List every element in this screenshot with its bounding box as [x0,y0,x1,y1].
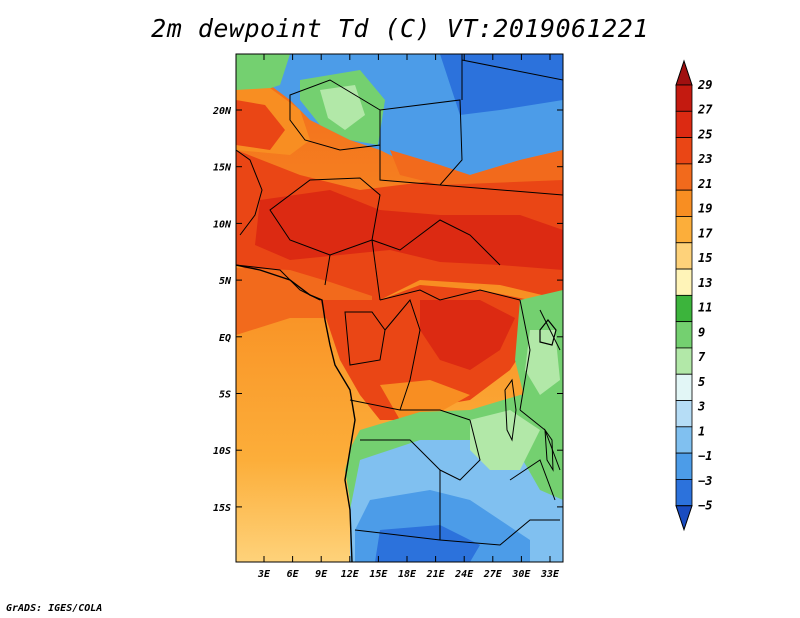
colorbar-label: 15 [698,251,712,265]
lat-label: 5N [219,276,232,287]
colorbar-swatch [675,321,693,349]
east-light-green [470,410,540,470]
congo-core [420,300,515,370]
west-coastline [236,264,356,562]
southern-darkest-blue [375,525,480,562]
west-africa-border [236,149,263,236]
lake-victoria [539,319,557,346]
colorbar-label: 19 [698,202,712,216]
lon-label: 18E [398,569,417,580]
lat-label: 20N [212,106,232,117]
sahel-east-band [390,150,563,185]
colorbar-swatch [675,163,693,191]
colorbar-label: 13 [698,276,712,290]
colorbar-label: 17 [698,226,713,240]
colorbar-label: 5 [698,375,705,389]
colorbar-label: 11 [698,301,712,315]
west-sahel-red [236,100,285,150]
colorbar-label: 3 [697,400,705,414]
latitude-axis: 20N 15N 10N 5N EQ 5S 10S 15S [212,106,563,514]
colorbar-label: 7 [698,350,706,364]
lat-label: 15N [213,163,232,174]
colorbar-swatch [675,189,693,217]
lon-label: 27E [483,569,503,580]
colorbar-label: 27 [697,103,713,117]
colorbar-top-arrow [675,59,693,86]
lat-label: 5S [219,390,231,401]
colorbar-swatch [675,452,693,480]
colorbar-swatch [675,294,693,323]
map-frame [235,53,564,563]
map-title: 2m dewpoint Td (C) VT:2019061221 [151,14,649,43]
northwest-green [236,54,290,95]
lat-label: 10S [213,446,231,457]
colorbar-swatch [675,426,693,454]
colorbar-swatch [675,347,693,375]
colorbar-swatch [675,373,693,401]
colorbar-label: 23 [697,152,712,166]
colorbar-swatch [675,137,693,165]
lake-malawi [544,428,554,472]
colorbar-label: −1 [698,449,712,463]
lon-label: 3E [257,569,271,580]
colorbar-swatch [675,110,693,138]
colorbar-swatch [675,242,693,270]
colorbar-swatch [675,400,693,428]
lat-label: 10N [213,219,232,230]
map-panel [236,54,563,562]
longitude-axis: 3E 6E 9E 12E 15E 18E 21E 24E 27E 30E 33E [257,54,560,580]
lon-label: 15E [369,569,388,580]
east-highlands-light [525,330,560,395]
colorbar-label: −3 [698,474,712,488]
hot-core-north [255,190,563,270]
colorbar-label: 1 [698,424,705,438]
lon-label: 30E [511,569,531,580]
colorbar-label: 21 [697,177,712,191]
air-mountains-light [320,85,365,130]
colorbar: 29 27 25 23 21 19 17 15 13 11 9 7 5 3 1 −1 −3 −5 [675,59,713,532]
lon-label: 9E [315,569,328,580]
grads-credit: GrADS: IGES/COLA [6,603,103,614]
colorbar-bottom-arrow [675,505,693,532]
lake-tanganyika [504,378,517,442]
lon-label: 24E [454,569,474,580]
colorbar-label: −5 [698,499,712,513]
lon-label: 21E [426,569,446,580]
sahara-dark-blue [440,54,563,115]
lon-label: 6E [287,569,300,580]
colorbar-swatch [675,84,693,112]
colorbar-label: 25 [697,127,712,141]
lon-label: 12E [341,569,360,580]
colorbar-swatch [675,268,693,296]
lat-label: 15S [213,503,231,514]
lon-label: 33E [540,569,560,580]
colorbar-label: 9 [698,325,705,339]
colorbar-swatch [675,216,693,244]
lat-label: EQ [219,333,231,344]
colorbar-label: 29 [697,78,712,92]
colorbar-swatch [675,479,693,507]
